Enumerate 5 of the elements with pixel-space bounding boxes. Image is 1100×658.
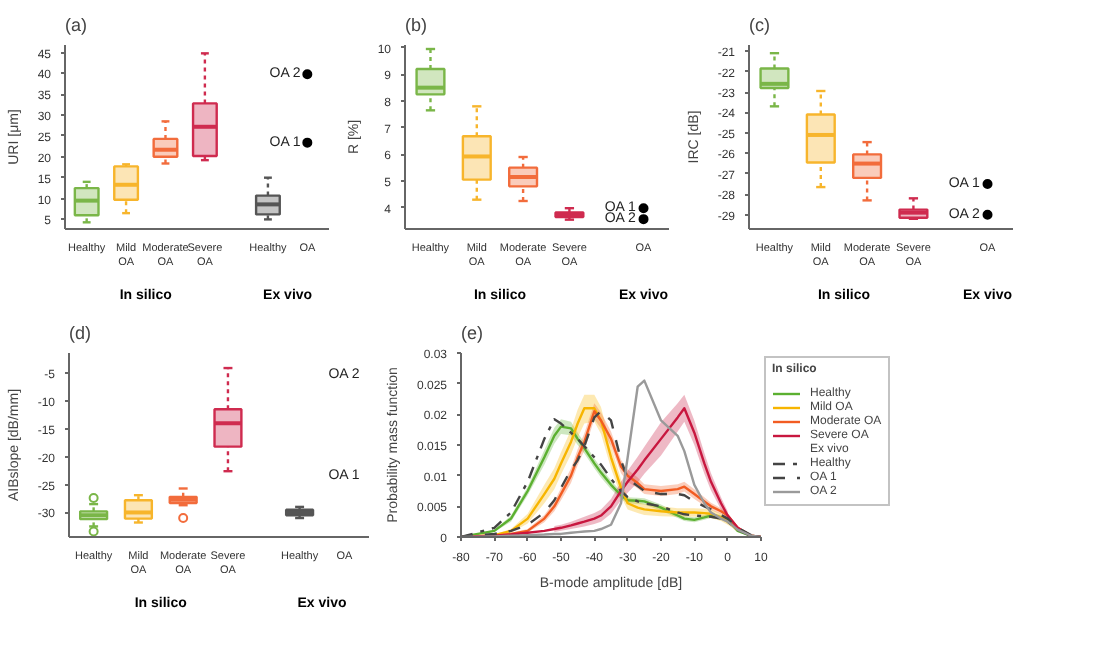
chart-title: (b) (405, 15, 427, 35)
chart-title: (e) (461, 323, 483, 343)
chart-title: (c) (749, 15, 770, 35)
chart-title: (d) (69, 323, 91, 343)
chart-title: (a) (65, 15, 87, 35)
